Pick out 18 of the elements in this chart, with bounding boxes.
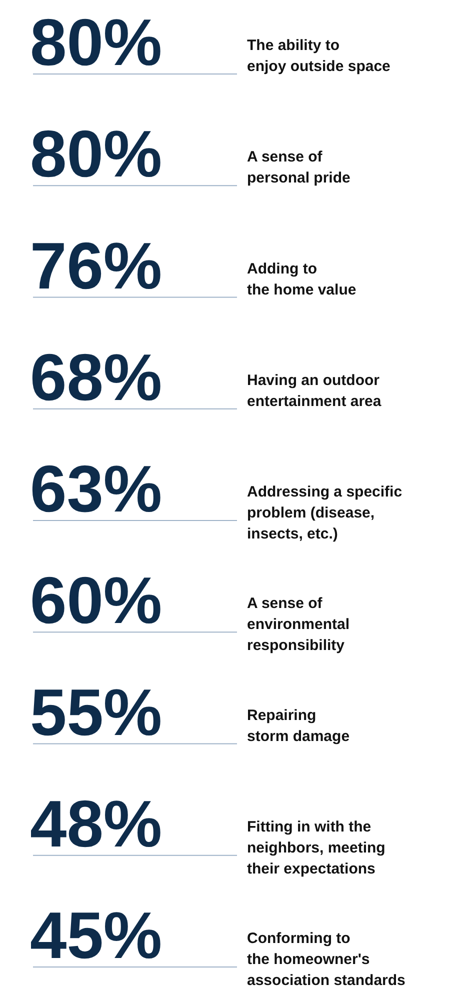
data-label: 80% bbox=[30, 116, 162, 191]
data-label: 63% bbox=[30, 452, 162, 526]
category-label: A sense of personal pride bbox=[247, 148, 350, 187]
data-label: 45% bbox=[30, 898, 162, 972]
category-label: Conforming to the homeowner's association standards bbox=[247, 930, 406, 988]
data-label: 80% bbox=[30, 5, 162, 79]
category-label: A sense of environmental responsibility bbox=[247, 595, 350, 654]
data-label: 76% bbox=[30, 228, 162, 302]
category-label: Adding to the home value bbox=[247, 260, 356, 298]
data-label: 68% bbox=[30, 340, 162, 414]
data-label: 55% bbox=[30, 674, 162, 749]
data-label: 60% bbox=[30, 563, 162, 638]
category-label: Fitting in with the neighbors, meeting their expectations bbox=[247, 818, 386, 878]
data-label: 48% bbox=[30, 786, 162, 860]
category-label: The ability to enjoy outside space bbox=[247, 37, 390, 75]
category-label: Repairing storm damage bbox=[247, 706, 350, 745]
category-label: Having an outdoor entertainment area bbox=[247, 372, 382, 410]
category-label: Addressing a specific problem (disease, insects, etc.) bbox=[247, 484, 402, 542]
